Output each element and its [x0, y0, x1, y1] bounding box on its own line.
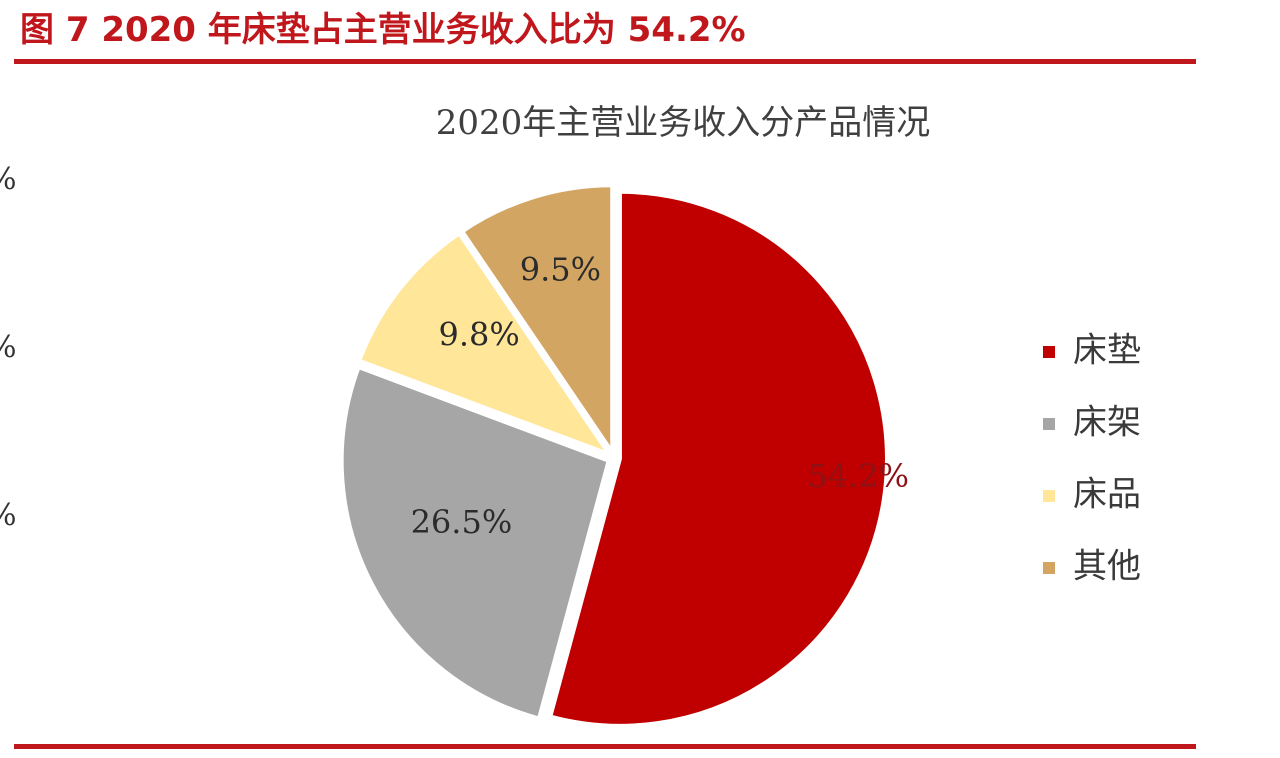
- top-rule: [14, 59, 1196, 64]
- figure-title: 图 7 2020 年床垫占主营业务收入比为 54.2%: [20, 10, 746, 50]
- data-label-other: 9.5%: [520, 250, 601, 288]
- pie-data-labels: 54.2% 26.5% 9.8%9.5%: [411, 250, 909, 541]
- legend-item-bed-frame: 床架: [1043, 403, 1141, 443]
- legend-label: 床架: [1073, 403, 1141, 443]
- clipped-axis-label: %: [0, 162, 17, 197]
- data-label-bedding: 9.8%: [438, 316, 519, 354]
- legend-label: 床垫: [1073, 331, 1141, 371]
- slice-bedding: [357, 231, 612, 457]
- legend-swatch: [1043, 490, 1055, 502]
- legend-label: 其他: [1073, 547, 1141, 587]
- legend-item-mattress: 床垫: [1043, 331, 1141, 371]
- bottom-rule: [14, 744, 1196, 749]
- slice-bed-frame: [339, 365, 611, 721]
- slice-mattress: [548, 189, 889, 728]
- data-label-bed-frame: 26.5%: [411, 503, 513, 541]
- legend-label: 床品: [1073, 475, 1141, 515]
- legend-item-bedding: 床品: [1043, 475, 1141, 515]
- pie-slices: [339, 183, 889, 728]
- legend-swatch: [1043, 346, 1055, 358]
- clipped-axis-label: %: [0, 330, 17, 365]
- clipped-axis-label: %: [0, 498, 17, 533]
- legend-swatch: [1043, 562, 1055, 574]
- legend-item-other: 其他: [1043, 547, 1141, 587]
- data-label-mattress: 54.2%: [807, 457, 909, 495]
- legend-swatch: [1043, 418, 1055, 430]
- chart-title: 2020年主营业务收入分产品情况: [436, 103, 931, 143]
- slice-other: [460, 183, 615, 455]
